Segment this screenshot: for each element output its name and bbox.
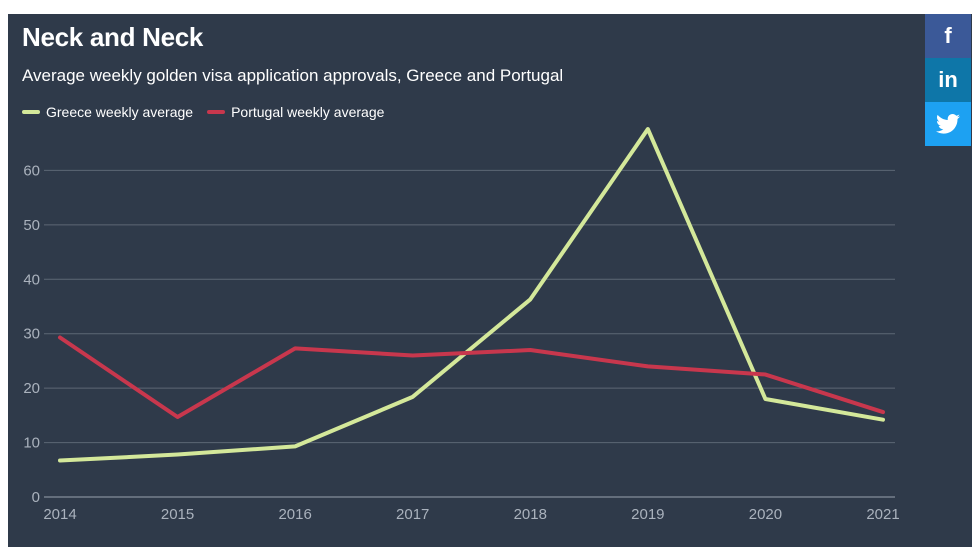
y-tick-label: 40: [23, 271, 40, 288]
series-line-greece: [58, 127, 885, 463]
twitter-share-button[interactable]: [925, 102, 971, 146]
y-tick-label: 10: [23, 435, 40, 452]
x-tick-label: 2021: [866, 506, 899, 523]
legend-label-greece: Greece weekly average: [46, 104, 194, 120]
facebook-icon: f: [944, 23, 952, 48]
series-line-portugal: [58, 335, 885, 419]
linkedin-icon: in: [938, 67, 958, 92]
legend-item-portugal: Portugal weekly average: [207, 104, 384, 120]
chart-title: Neck and Neck: [22, 22, 204, 52]
legend-swatch-greece: [22, 110, 40, 114]
chart-panel: Neck and Neck Average weekly golden visa…: [8, 14, 972, 547]
legend-item-greece: Greece weekly average: [22, 104, 193, 120]
linkedin-share-button[interactable]: in: [925, 58, 971, 102]
y-tick-label: 60: [23, 162, 40, 179]
x-tick-label: 2018: [514, 506, 547, 523]
x-tick-label: 2020: [749, 506, 782, 523]
facebook-share-button[interactable]: f: [925, 14, 971, 58]
share-bar: f in: [925, 14, 971, 146]
x-tick-label: 2017: [396, 506, 429, 523]
y-tick-label: 0: [32, 489, 40, 506]
y-tick-label: 30: [23, 326, 40, 343]
legend-label-portugal: Portugal weekly average: [231, 104, 385, 120]
legend-swatch-portugal: [207, 110, 226, 114]
y-tick-label: 20: [23, 380, 40, 397]
x-tick-label: 2015: [161, 506, 194, 523]
x-tick-label: 2016: [278, 506, 311, 523]
twitter-icon: [936, 114, 960, 134]
x-tick-label: 2019: [631, 506, 664, 523]
chart-legend: Greece weekly average Portugal weekly av…: [22, 104, 384, 120]
x-tick-label: 2014: [43, 506, 76, 523]
chart-subtitle: Average weekly golden visa application a…: [22, 66, 564, 85]
y-tick-label: 50: [23, 217, 40, 234]
